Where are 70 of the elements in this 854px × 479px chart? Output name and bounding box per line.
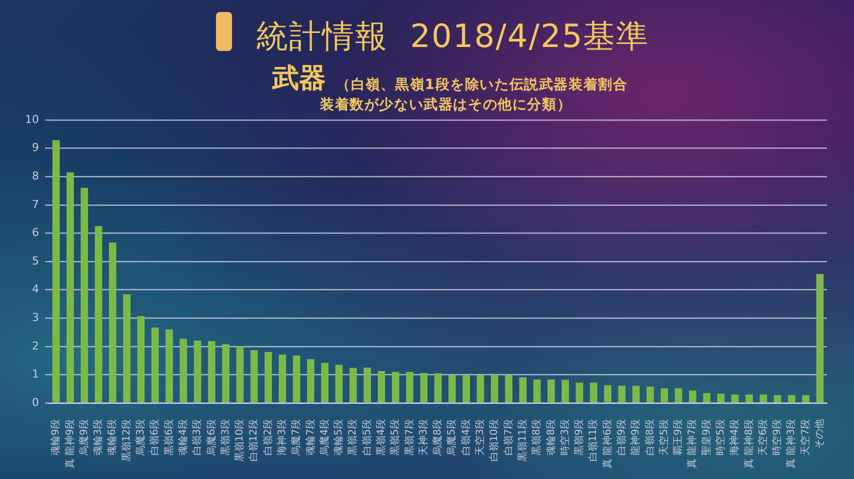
x-tick-label: 烏魔6段 — [205, 419, 218, 456]
x-tick-label: 時空5段 — [714, 419, 727, 456]
x-tick-label: 黒嶺4段 — [375, 419, 388, 456]
x-tick-label: 聖皇9段 — [700, 419, 712, 456]
x-tick-label: 烏魔4段 — [318, 419, 330, 456]
chart-title: 統計情報 2018/4/25基準 — [254, 17, 650, 55]
x-tick-label: 時空9段 — [771, 419, 784, 456]
x-tick-label: 龍神9段 — [630, 419, 642, 456]
x-tick-label: 天空7段 — [799, 419, 812, 456]
x-tick-label: 黒嶺3段 — [219, 419, 232, 456]
x-tick-label: 烏魔7段 — [290, 419, 302, 456]
x-tick-label: 真 龍神3段 — [785, 419, 798, 469]
y-tick-label: 2 — [32, 339, 39, 352]
x-tick-label: 真 龍神8段 — [742, 419, 755, 469]
x-tick-label: 天空5段 — [658, 419, 670, 456]
x-tick-label: 天空3段 — [474, 419, 486, 456]
y-tick-label: 5 — [32, 254, 39, 268]
x-tick-label: 白嶺7段 — [502, 419, 514, 456]
x-tick-label: 烏魔8段 — [432, 419, 444, 456]
y-tick-label: 4 — [32, 282, 39, 296]
x-tick-label: 黒嶺6段 — [162, 419, 175, 456]
x-tick-label: 魂輪7段 — [304, 419, 316, 456]
x-tick-label: 魂輪5段 — [332, 419, 345, 456]
x-tick-label: 黒嶺11段 — [516, 419, 528, 462]
x-tick-label: 海神3段 — [276, 419, 288, 456]
x-tick-label: 白嶺8段 — [644, 419, 656, 456]
x-tick-label: 魂輪3段 — [92, 419, 104, 456]
x-tick-label: 白嶺9段 — [615, 419, 628, 456]
y-tick-label: 0 — [32, 396, 39, 409]
x-tick-label: 黒嶺8段 — [530, 419, 543, 456]
x-tick-label: 白嶺4段 — [460, 419, 472, 456]
y-tick-label: 9 — [32, 141, 39, 154]
x-tick-label: 覇王9段 — [672, 419, 684, 456]
x-tick-label: 白嶺5段 — [360, 419, 373, 456]
x-tick-label: 烏魔9段 — [78, 419, 90, 456]
x-tick-label: 魂輪8段 — [544, 419, 557, 456]
y-tick-label: 7 — [32, 198, 39, 211]
x-tick-label: 黒嶺2段 — [346, 419, 359, 456]
chart-subtitle: 武器 — [272, 63, 326, 95]
x-tick-label: 黒嶺10段 — [234, 419, 246, 462]
y-tick-label: 6 — [32, 226, 39, 240]
y-tick-label: 3 — [32, 310, 39, 324]
x-tick-label: 黒嶺7段 — [403, 419, 416, 456]
text: （白嶺、黒嶺1段を除いた伝説武器装着割合 — [336, 76, 628, 94]
x-tick-label: 黒嶺9段 — [573, 419, 586, 456]
x-tick-label: 白嶺10段 — [488, 419, 500, 462]
x-tick-label: 白嶺12段 — [248, 419, 260, 462]
x-tick-label: 白嶺2段 — [262, 419, 274, 456]
x-tick-label: 海神4段 — [728, 419, 741, 456]
x-tick-label: 真 龍神7段 — [686, 419, 698, 469]
x-tick-label: 時空3段 — [558, 419, 571, 456]
x-tick-label: 烏魔3段 — [134, 419, 147, 456]
text: 装着数が少ない武器はその他に分類） — [320, 96, 572, 114]
x-tick-label: 魂輪4段 — [176, 419, 189, 456]
x-tick-label: 真 龍神9段 — [64, 419, 76, 469]
x-tick-label: 魂輪6段 — [106, 419, 118, 456]
x-tick-label: 天空6段 — [756, 419, 769, 456]
x-tick-label: 白嶺11段 — [587, 419, 600, 462]
x-tick-label: 烏魔5段 — [446, 419, 458, 456]
x-tick-label: 真 龍神6段 — [601, 419, 614, 469]
x-tick-label: 黒嶺5段 — [389, 419, 402, 456]
x-tick-label: 黒嶺12段 — [120, 419, 132, 462]
y-tick-label: 1 — [32, 368, 39, 381]
x-tick-label: 白嶺3段 — [191, 419, 204, 456]
y-tick-label: 10 — [25, 112, 39, 126]
x-tick-label: その他 — [814, 419, 826, 449]
x-tick-label: 白嶺6段 — [148, 419, 161, 456]
y-tick-label: 8 — [32, 169, 39, 182]
x-tick-label: 魂輪9段 — [50, 419, 62, 456]
x-tick-label: 天神3段 — [417, 419, 430, 456]
